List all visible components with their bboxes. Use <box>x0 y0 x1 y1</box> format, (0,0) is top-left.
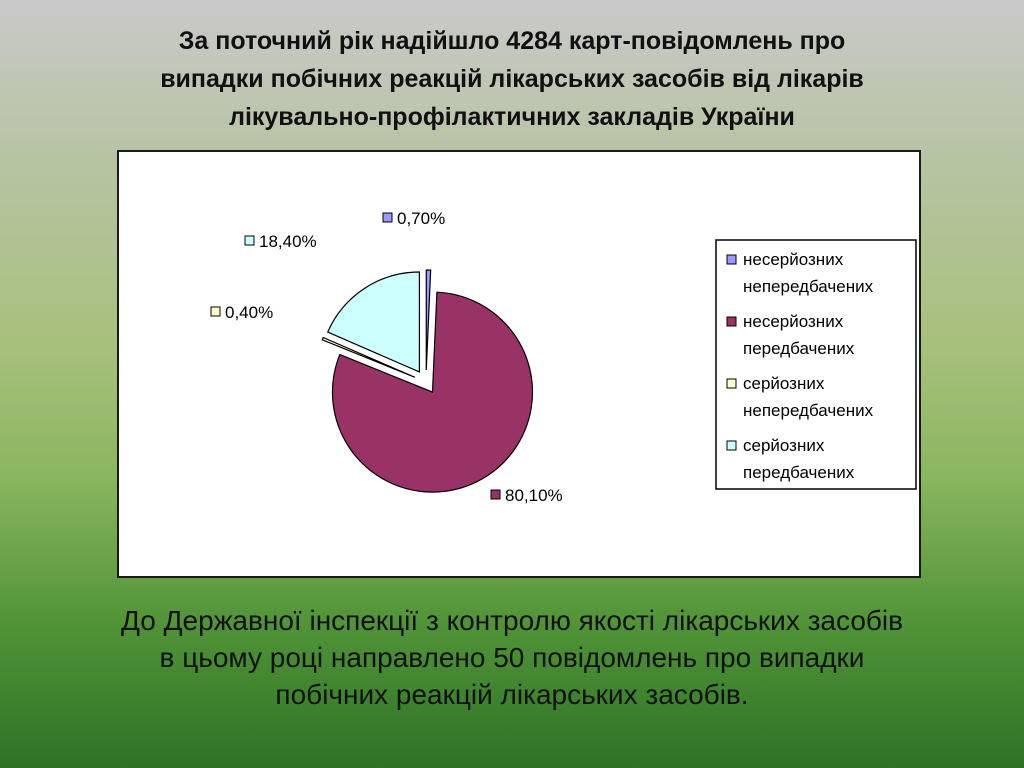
legend-item-1: несерйозних непередбачених <box>726 250 874 296</box>
legend: несерйозних непередбачених несерйозних пере… <box>715 239 917 490</box>
legend-label-3-line-2: непередбачених <box>743 401 874 420</box>
legend-item-3: серйозних непередбачених <box>726 374 874 420</box>
data-labels: 0,70% 80,10% 0,40% 18,40% <box>210 209 563 505</box>
legend-label-3-line-1: серйозних <box>743 374 825 393</box>
footer-line-1: До Державної інспекції з контролю якості… <box>120 605 904 636</box>
pie-slice-3 <box>321 336 416 378</box>
title-line-1: За поточний рік надійшло 4284 карт-повід… <box>178 27 846 55</box>
legend-item-4: серйозних передбачених <box>726 436 855 482</box>
data-label-text-3: 0,40% <box>225 303 273 322</box>
legend-key-3 <box>726 378 737 389</box>
data-label-key-3 <box>210 306 221 317</box>
legend-label-2-line-2: передбачених <box>743 339 855 358</box>
legend-key-4 <box>726 440 737 451</box>
legend-box <box>715 239 917 490</box>
legend-key-2 <box>726 316 737 327</box>
pie-chart: 0,70% 80,10% 0,40% 18,40% несерйозних непере… <box>210 209 917 505</box>
legend-label-2-line-1: несерйозних <box>743 312 844 331</box>
data-label-text-2: 80,10% <box>505 486 563 505</box>
footer-line-2: в цьому році направлено 50 повідомлень п… <box>159 642 865 673</box>
footer-text: До Державної інспекції з контролю якості… <box>20 602 1004 713</box>
pie-slice-2 <box>331 291 534 493</box>
data-label-4: 18,40% <box>244 232 317 251</box>
data-label-key-2 <box>490 489 501 500</box>
data-label-text-4: 18,40% <box>259 232 317 251</box>
data-label-text-1: 0,70% <box>397 209 445 228</box>
title-line-2: випадки побічних реакцій лікарських засо… <box>160 65 864 93</box>
data-label-key-1 <box>382 212 393 223</box>
legend-label-1-line-2: непередбачених <box>743 277 874 296</box>
legend-item-2: несерйозних передбачених <box>726 312 855 358</box>
data-label-key-4 <box>244 235 255 246</box>
footer-line-3: побічних реакцій лікарських засобів. <box>275 679 749 710</box>
slide-title: За поточний рік надійшло 4284 карт-повід… <box>60 22 964 136</box>
data-label-3: 0,40% <box>210 303 273 322</box>
pie-slice-4 <box>326 271 421 373</box>
legend-label-1-line-1: несерйозних <box>743 250 844 269</box>
legend-key-1 <box>726 254 737 265</box>
pie-chart-area: 0,70% 80,10% 0,40% 18,40% несерйозних непере… <box>117 150 921 578</box>
legend-label-4-line-1: серйозних <box>743 436 825 455</box>
title-line-3: лікувально-профілактичних закладів Украї… <box>229 103 795 131</box>
pie-slice-1 <box>425 269 432 371</box>
data-label-1: 0,70% <box>382 209 445 228</box>
data-label-2: 80,10% <box>490 486 563 505</box>
pie-slices <box>321 269 534 493</box>
legend-label-4-line-2: передбачених <box>743 463 855 482</box>
